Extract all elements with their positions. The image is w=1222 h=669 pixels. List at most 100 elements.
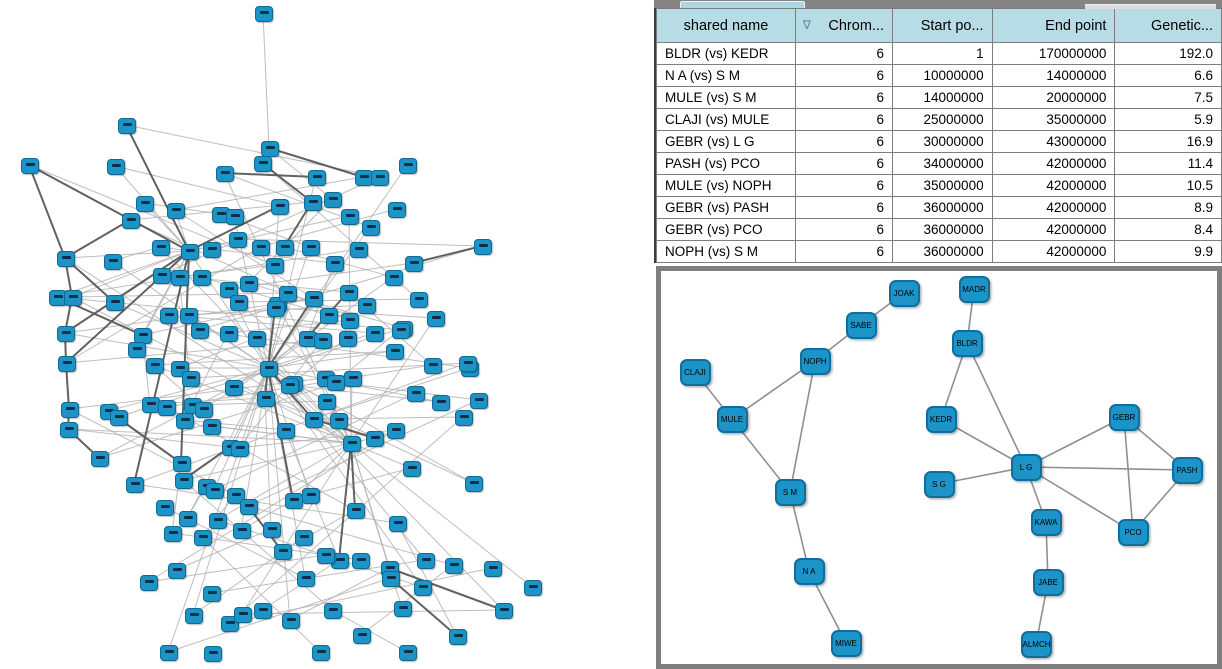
network-node[interactable] — [204, 646, 222, 662]
network-node[interactable] — [158, 400, 176, 416]
table-row[interactable]: MULE (vs) S M 6 14000000 20000000 7.5 — [656, 86, 1222, 109]
network-node[interactable] — [179, 511, 197, 527]
network-node[interactable] — [339, 331, 357, 347]
network-node[interactable] — [385, 270, 403, 286]
network-node[interactable] — [295, 530, 313, 546]
network-node[interactable] — [203, 586, 221, 602]
network-node[interactable] — [350, 242, 368, 258]
network-node[interactable] — [326, 256, 344, 272]
network-node[interactable] — [274, 544, 292, 560]
network-node[interactable] — [203, 419, 221, 435]
network-node[interactable] — [312, 645, 330, 661]
network-node[interactable] — [524, 580, 542, 596]
network-node[interactable] — [392, 323, 410, 339]
network-node-pco[interactable]: PCO — [1117, 518, 1149, 546]
network-node[interactable] — [320, 308, 338, 324]
network-node[interactable] — [340, 285, 358, 301]
network-node[interactable] — [260, 361, 278, 377]
network-node[interactable] — [110, 410, 128, 426]
network-node[interactable] — [175, 473, 193, 489]
network-node[interactable] — [61, 402, 79, 418]
network-node[interactable] — [176, 413, 194, 429]
table-row[interactable]: MULE (vs) NOPH 6 35000000 42000000 10.5 — [656, 174, 1222, 197]
network-node[interactable] — [344, 371, 362, 387]
network-node[interactable] — [257, 391, 275, 407]
network-node[interactable] — [185, 608, 203, 624]
network-node[interactable] — [405, 256, 423, 272]
network-node[interactable] — [341, 313, 359, 329]
network-node[interactable] — [180, 308, 198, 324]
network-node[interactable] — [220, 326, 238, 342]
network-node[interactable] — [407, 386, 425, 402]
network-node[interactable] — [371, 170, 389, 186]
network-node[interactable] — [64, 290, 82, 306]
network-node[interactable] — [302, 488, 320, 504]
network-node[interactable] — [305, 291, 323, 307]
network-node[interactable] — [352, 553, 370, 569]
network-node-jabe[interactable]: JABE — [1032, 568, 1064, 596]
network-node[interactable] — [203, 242, 221, 258]
network-node[interactable] — [225, 380, 243, 396]
network-node[interactable] — [343, 436, 361, 452]
network-node[interactable] — [140, 575, 158, 591]
network-node[interactable] — [424, 358, 442, 374]
main-network-view[interactable] — [0, 0, 656, 669]
network-node[interactable] — [432, 395, 450, 411]
network-node[interactable] — [324, 192, 342, 208]
network-node[interactable] — [254, 603, 272, 619]
network-node[interactable] — [465, 476, 483, 492]
network-node[interactable] — [394, 601, 412, 617]
network-node[interactable] — [279, 286, 297, 302]
network-node[interactable] — [240, 276, 258, 292]
network-node[interactable] — [220, 282, 238, 298]
network-node[interactable] — [240, 499, 258, 515]
network-node-na[interactable]: N A — [793, 557, 825, 585]
network-node[interactable] — [305, 412, 323, 428]
network-node[interactable] — [399, 645, 417, 661]
network-node[interactable] — [386, 344, 404, 360]
network-node[interactable] — [358, 298, 376, 314]
network-node[interactable] — [152, 240, 170, 256]
network-node[interactable] — [484, 561, 502, 577]
network-node[interactable] — [57, 326, 75, 342]
network-node[interactable] — [156, 500, 174, 516]
network-node[interactable] — [410, 292, 428, 308]
network-node[interactable] — [153, 268, 171, 284]
network-node-bldr[interactable]: BLDR — [951, 329, 983, 357]
network-node[interactable] — [229, 232, 247, 248]
network-node[interactable] — [474, 239, 492, 255]
network-node[interactable] — [171, 270, 189, 286]
table-row[interactable]: CLAJI (vs) MULE 6 25000000 35000000 5.9 — [656, 108, 1222, 131]
network-node-claji[interactable]: CLAJI — [679, 358, 711, 386]
network-node[interactable] — [191, 323, 209, 339]
network-node[interactable] — [285, 493, 303, 509]
network-node-gebr[interactable]: GEBR — [1108, 403, 1140, 431]
network-node[interactable] — [314, 333, 332, 349]
network-node[interactable] — [206, 483, 224, 499]
network-node[interactable] — [168, 563, 186, 579]
network-node[interactable] — [231, 441, 249, 457]
network-node[interactable] — [226, 209, 244, 225]
network-node[interactable] — [118, 118, 136, 134]
network-node[interactable] — [60, 422, 78, 438]
table-row[interactable]: GEBR (vs) PCO 6 36000000 42000000 8.4 — [656, 218, 1222, 241]
network-node[interactable] — [414, 580, 432, 596]
table-row[interactable]: GEBR (vs) L G 6 30000000 43000000 16.9 — [656, 130, 1222, 153]
network-node-mule[interactable]: MULE — [716, 405, 748, 433]
network-node[interactable] — [167, 203, 185, 219]
network-node[interactable] — [193, 270, 211, 286]
filtered-network-panel[interactable]: JOAK SABE NOPH CLAJI MULE S M N A MIWE MADR BLDR K… — [656, 266, 1222, 669]
table-row[interactable]: PASH (vs) PCO 6 34000000 42000000 11.4 — [656, 152, 1222, 175]
column-header-genetic[interactable]: Genetic... — [1114, 8, 1222, 43]
network-node[interactable] — [277, 423, 295, 439]
network-node[interactable] — [122, 213, 140, 229]
network-node[interactable] — [21, 158, 39, 174]
network-node[interactable] — [281, 378, 299, 394]
network-node[interactable] — [495, 603, 513, 619]
network-node[interactable] — [399, 158, 417, 174]
network-node-lg[interactable]: L G — [1010, 453, 1042, 481]
network-node[interactable] — [194, 530, 212, 546]
network-node[interactable] — [427, 311, 445, 327]
table-row[interactable]: N A (vs) S M 6 10000000 14000000 6.6 — [656, 64, 1222, 87]
network-node[interactable] — [57, 251, 75, 267]
